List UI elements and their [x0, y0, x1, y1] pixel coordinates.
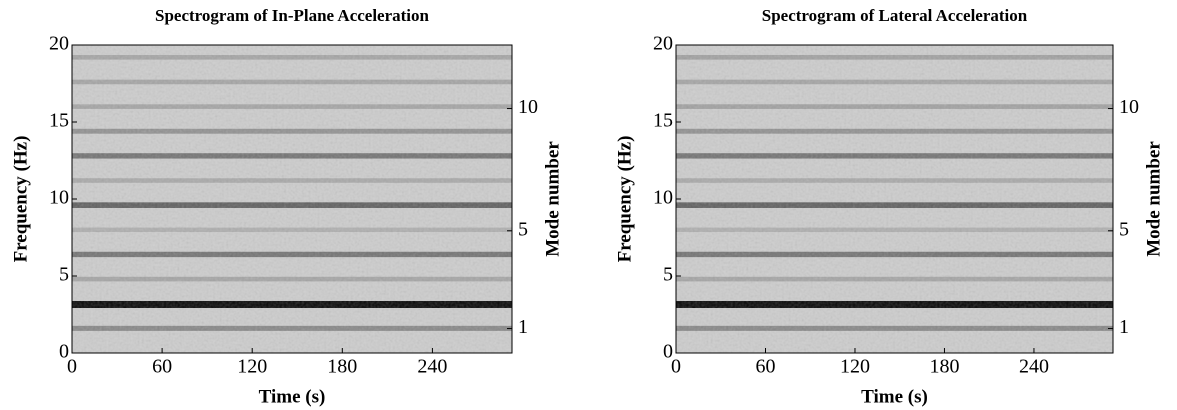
x-tick-label: 180: [929, 356, 959, 378]
y2-tick-label: 5: [1119, 218, 1129, 240]
y-tick-label: 10: [49, 187, 69, 209]
x-tick-label: 120: [237, 356, 267, 378]
y-tick-label: 5: [59, 264, 69, 286]
y-tick-label: 0: [59, 341, 69, 363]
y2-tick-label: 10: [1119, 96, 1139, 118]
y2-tick-label: 1: [1119, 316, 1129, 338]
y2-axis-label: Mode number: [542, 141, 563, 257]
x-tick-label: 60: [152, 356, 172, 378]
chart-title: Spectrogram of Lateral Acceleration: [762, 6, 1028, 25]
y-tick-label: 20: [653, 33, 673, 55]
x-tick-label: 120: [840, 356, 870, 378]
y2-tick-label: 1: [518, 316, 528, 338]
y-axis-label: Frequency (Hz): [614, 136, 635, 263]
x-tick-label: 240: [1019, 356, 1049, 378]
y-tick-label: 5: [663, 264, 673, 286]
y2-axis-label: Mode number: [1143, 141, 1164, 257]
y-tick-label: 15: [653, 110, 673, 132]
y2-tick-label: 10: [518, 96, 538, 118]
chart-title: Spectrogram of In-Plane Acceleration: [155, 6, 430, 25]
x-tick-label: 0: [67, 356, 77, 378]
noise-texture: [72, 45, 512, 353]
x-axis-label: Time (s): [861, 386, 928, 407]
x-axis-label: Time (s): [259, 386, 326, 407]
y2-tick-label: 5: [518, 218, 528, 240]
x-tick-label: 180: [327, 356, 357, 378]
noise-texture: [676, 45, 1113, 353]
x-tick-label: 240: [417, 356, 447, 378]
y-axis-label: Frequency (Hz): [10, 136, 31, 263]
y-tick-label: 20: [49, 33, 69, 55]
x-tick-label: 0: [671, 356, 681, 378]
y-tick-label: 10: [653, 187, 673, 209]
y-tick-label: 0: [663, 341, 673, 363]
x-tick-label: 60: [755, 356, 775, 378]
y-tick-label: 15: [49, 110, 69, 132]
